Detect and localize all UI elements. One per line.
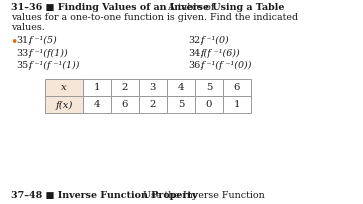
Text: x: x [61, 83, 67, 92]
Text: 3: 3 [150, 83, 156, 92]
Text: 31.: 31. [16, 36, 31, 45]
Text: 6: 6 [122, 100, 128, 109]
Text: 5: 5 [206, 83, 212, 92]
Bar [45, 96, 83, 113]
Text: values for a one-to-one function is given. Find the indicated: values for a one-to-one function is give… [11, 13, 298, 22]
Text: f(f ⁻¹(6)): f(f ⁻¹(6)) [201, 48, 241, 57]
Text: Use the Inverse Function: Use the Inverse Function [137, 190, 265, 199]
Text: values.: values. [11, 23, 45, 32]
Bar [45, 79, 83, 96]
Text: 0: 0 [206, 100, 212, 109]
Text: 35.: 35. [16, 61, 31, 70]
Text: 2: 2 [122, 83, 128, 92]
Bar [167, 79, 195, 96]
Text: 32.: 32. [188, 36, 203, 45]
Text: 1: 1 [94, 83, 100, 92]
Bar [111, 96, 139, 113]
Text: f ⁻¹(f ⁻¹(1)): f ⁻¹(f ⁻¹(1)) [29, 61, 81, 70]
Text: 4: 4 [94, 100, 100, 109]
Bar [195, 79, 223, 96]
Bar [83, 79, 111, 96]
Text: f(x): f(x) [55, 100, 73, 109]
Text: 1: 1 [234, 100, 240, 109]
Text: f ⁻¹(f(1)): f ⁻¹(f(1)) [29, 48, 69, 57]
Bar [223, 96, 251, 113]
Text: f ⁻¹(5): f ⁻¹(5) [29, 36, 58, 45]
Text: 5: 5 [178, 100, 184, 109]
Bar [83, 96, 111, 113]
Text: 36.: 36. [188, 61, 203, 70]
Bar [111, 79, 139, 96]
Bar [195, 96, 223, 113]
Text: 6: 6 [234, 83, 240, 92]
Text: 4: 4 [178, 83, 184, 92]
Text: 33.: 33. [16, 48, 31, 57]
Bar [223, 79, 251, 96]
Text: f ⁻¹(0): f ⁻¹(0) [201, 36, 230, 45]
Text: •: • [10, 36, 17, 49]
Text: 31–36 ■ Finding Values of an Inverse Using a Table: 31–36 ■ Finding Values of an Inverse Usi… [11, 3, 284, 12]
Bar [167, 96, 195, 113]
Text: A table of: A table of [162, 3, 215, 12]
Text: f ⁻¹(f ⁻¹(0)): f ⁻¹(f ⁻¹(0)) [201, 61, 253, 70]
Bar [139, 79, 167, 96]
Text: 34.: 34. [188, 48, 203, 57]
Text: 2: 2 [150, 100, 156, 109]
Bar [139, 96, 167, 113]
Text: 37–48 ■ Inverse Function Property: 37–48 ■ Inverse Function Property [11, 190, 197, 199]
